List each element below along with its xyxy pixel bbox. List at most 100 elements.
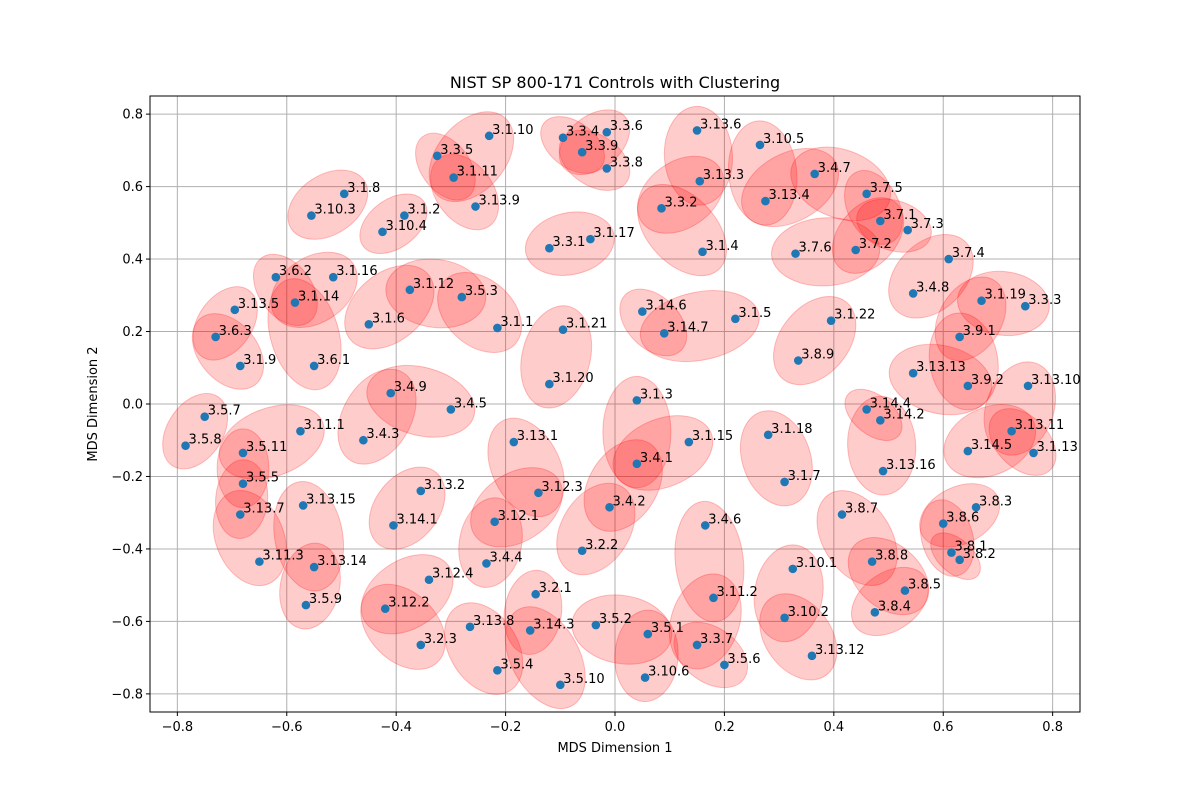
cluster-ellipse [674,500,745,623]
point-label: 3.10.5 [763,132,804,147]
point-label: 3.13.4 [768,188,809,203]
data-point [1029,448,1038,458]
cluster-ellipse [844,388,903,441]
data-point [484,131,494,141]
cluster-ellipse [524,211,615,276]
data-point [181,441,190,450]
data-point [876,216,885,226]
cluster-ellipse [218,404,325,480]
point-label: 3.1.1 [500,315,533,330]
y-tick-label: −0.4 [111,542,143,557]
cluster-ellipse [360,583,446,670]
data-point [851,245,861,255]
point-label: 3.14.3 [533,617,574,632]
cluster-ellipse [366,364,476,438]
point-label: 3.1.17 [593,226,634,241]
data-point [490,517,499,527]
data-point [791,249,800,258]
point-label: 3.7.5 [870,181,903,196]
data-point [731,314,740,324]
data-point [255,557,264,566]
chart-title: NIST SP 800-171 Controls with Clustering [450,73,780,92]
data-point [1020,301,1030,311]
point-label: 3.3.1 [552,235,585,250]
cluster-ellipse [919,483,1001,548]
point-label: 3.1.15 [692,429,733,444]
data-point [720,660,729,670]
point-label: 3.14.6 [645,299,686,314]
point-label: 3.8.4 [878,599,911,614]
cluster-ellipses [162,105,1057,710]
point-label: 3.13.15 [306,492,356,507]
cluster-ellipse [212,490,287,587]
data-point [908,368,918,378]
cluster-ellipse [287,169,369,240]
point-label: 3.2.3 [424,632,457,647]
y-tick-label: 0.8 [122,108,143,123]
data-point [389,521,398,530]
point-label: 3.13.14 [317,554,367,569]
data-point [380,604,390,614]
point-label: 3.12.2 [388,596,429,611]
point-label: 3.7.6 [799,241,832,256]
data-point [955,332,964,342]
point-label: 3.3.3 [1028,293,1061,308]
data-point [862,405,871,414]
data-point [788,564,798,574]
data-point [826,316,836,325]
cluster-ellipse [930,532,981,580]
data-point [271,272,281,282]
cluster-ellipse [888,343,993,416]
data-point [870,608,880,617]
data-point [545,243,554,253]
point-label: 3.1.21 [566,317,607,332]
cluster-ellipse [759,593,838,681]
point-label: 3.1.14 [298,290,339,305]
x-tick-label: −0.8 [162,720,194,735]
data-point [211,332,220,342]
point-label: 3.3.7 [700,632,733,647]
data-point [364,319,374,329]
point-label: 3.12.4 [432,567,473,582]
point-label: 3.11.1 [303,418,344,433]
point-label: 3.11.2 [716,585,757,600]
point-label: 3.5.9 [309,592,342,607]
data-point [416,640,426,650]
point-label: 3.8.9 [801,348,834,363]
point-label: 3.8.3 [979,494,1012,509]
cluster-ellipse [360,554,454,635]
point-label: 3.1.22 [834,308,875,323]
cluster-ellipse [520,305,593,409]
point-label: 3.6.2 [279,264,312,279]
data-point [659,329,669,338]
point-label: 3.4.8 [916,280,949,295]
cluster-ellipse [267,278,342,391]
data-point [1023,381,1033,391]
data-point [709,593,718,603]
point-label: 3.1.20 [552,371,593,386]
data-point [298,501,308,510]
cluster-ellipse [558,109,631,176]
data-point [837,510,847,519]
point-label: 3.1.19 [985,288,1026,303]
cluster-ellipse [470,467,563,548]
cluster-ellipse [773,295,857,386]
point-label: 3.2.2 [585,538,618,553]
data-point [577,147,587,157]
cluster-ellipse [337,368,417,465]
point-label: 3.13.13 [916,360,966,375]
data-point [698,247,707,257]
point-label: 3.4.5 [454,396,487,411]
point-label: 3.13.9 [479,194,520,209]
data-point [230,305,240,315]
data-point [577,546,587,556]
y-tick-label: −0.6 [111,615,143,630]
data-point [405,285,415,295]
data-point [309,361,319,371]
point-label: 3.4.3 [366,427,399,442]
point-label: 3.2.1 [539,581,572,596]
cluster-ellipse [162,392,229,470]
data-point [586,234,595,244]
data-point [900,586,910,595]
